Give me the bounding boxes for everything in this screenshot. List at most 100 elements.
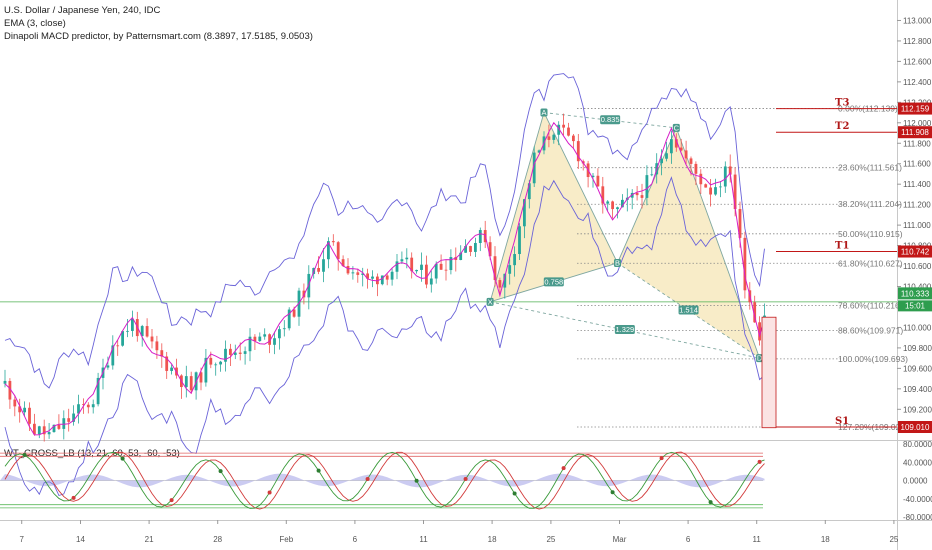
candle-body — [562, 124, 565, 128]
candle-body — [170, 367, 173, 371]
price-tick-label: 109.800 — [903, 344, 932, 353]
candle-body — [439, 263, 443, 270]
candle-body — [273, 338, 276, 345]
candle-body — [733, 174, 737, 210]
candle-body — [47, 432, 51, 435]
pattern-point-badge — [672, 123, 680, 132]
candle-body — [150, 336, 154, 342]
price-tick-label: 109.400 — [903, 385, 932, 394]
candle-body — [96, 377, 100, 405]
candle-body — [616, 207, 619, 210]
candle-body — [155, 341, 159, 351]
pattern-ratio-label: 1.514 — [679, 306, 698, 315]
pattern-point-label: X — [488, 297, 493, 306]
candle-body — [165, 356, 169, 371]
target-label: T2 — [835, 121, 849, 132]
candle-body — [42, 426, 46, 435]
candle-body — [336, 242, 340, 260]
candle-body — [410, 257, 414, 272]
candle-body — [601, 186, 605, 204]
candle-body — [346, 266, 350, 274]
candle-body — [258, 336, 262, 341]
candle-body — [674, 139, 678, 148]
target-label: S1 — [835, 416, 849, 427]
pattern-leg — [543, 112, 618, 264]
candle-body — [204, 357, 208, 383]
candle-body — [33, 423, 36, 435]
time-tick-label: 6 — [353, 535, 358, 544]
candle-body — [317, 267, 320, 272]
candle-body — [743, 237, 747, 291]
price-tick-label: 111.600 — [903, 160, 931, 169]
cross-dot — [610, 490, 615, 495]
time-tick-label: 11 — [419, 535, 428, 544]
candle-body — [292, 309, 296, 317]
cross-dot — [267, 490, 272, 495]
fib-level-label: 61.80%(110.627) — [838, 258, 903, 268]
candle-body — [405, 257, 409, 260]
price-tick-label: 112.800 — [903, 37, 932, 46]
time-tick-label: 11 — [753, 535, 762, 544]
candle-body — [723, 166, 727, 187]
time-tick-label: 28 — [213, 535, 222, 544]
target-price-text: 111.908 — [901, 128, 929, 137]
candle-body — [62, 418, 66, 429]
candle-body — [660, 158, 663, 164]
target-price-text: 112.159 — [901, 105, 930, 114]
candle-body — [488, 242, 492, 257]
price-tick-label: 111.800 — [903, 139, 931, 148]
price-tick-label: 113.000 — [903, 16, 932, 25]
pattern-point-label: D — [757, 354, 763, 363]
candle-body — [503, 273, 507, 288]
candle-body — [645, 175, 649, 198]
candle-body — [23, 407, 26, 413]
candle-body — [380, 275, 384, 285]
chart-symbol-line: U.S. Dollar / Japanese Yen, 240, IDC — [4, 5, 161, 16]
pattern-point-badge — [486, 297, 494, 306]
candle-body — [508, 265, 512, 274]
candle-body — [709, 187, 712, 195]
target-label: T1 — [835, 241, 849, 252]
candle-body — [523, 199, 526, 227]
candle-body — [390, 271, 394, 280]
candle-body — [449, 257, 453, 271]
cross-dot — [414, 478, 419, 483]
candle-body — [611, 201, 614, 210]
candle-body — [248, 336, 252, 352]
candle-body — [331, 241, 335, 243]
osc-tick-label: 80.0000 — [903, 440, 932, 449]
candle-body — [753, 302, 757, 323]
time-tick-label: Mar — [613, 535, 627, 544]
time-tick-label: 25 — [546, 535, 555, 544]
target-label: T3 — [835, 98, 849, 109]
candle-body — [131, 319, 134, 331]
candle-body — [209, 357, 213, 365]
price-tick-label: 109.600 — [903, 364, 932, 373]
ema-line — [4, 121, 765, 436]
candle-body — [287, 309, 291, 329]
pattern-leg — [489, 112, 545, 302]
candle-body — [621, 199, 624, 208]
candle-body — [91, 404, 95, 408]
price-tick-label: 110.400 — [903, 283, 932, 292]
cross-dot — [22, 452, 27, 457]
wt2-line — [4, 451, 765, 510]
candle-body — [552, 134, 556, 140]
fib-level-label: 23.60%(111.561) — [838, 163, 902, 173]
time-tick-label: 6 — [686, 535, 691, 544]
cross-dot — [71, 495, 76, 500]
candle-body — [82, 404, 85, 406]
candle-body — [518, 226, 521, 255]
candle-body — [8, 380, 12, 400]
fib-level-label: 88.60%(109.971) — [838, 325, 903, 335]
candle-body — [738, 209, 742, 238]
candle-body — [469, 246, 472, 252]
cross-dot — [316, 468, 321, 473]
candle-body — [106, 365, 110, 368]
candle-body — [37, 426, 41, 435]
chart-ema-line: EMA (3, close) — [4, 18, 66, 29]
candle-body — [400, 259, 404, 262]
candle-body — [111, 345, 115, 366]
candle-body — [327, 241, 330, 260]
